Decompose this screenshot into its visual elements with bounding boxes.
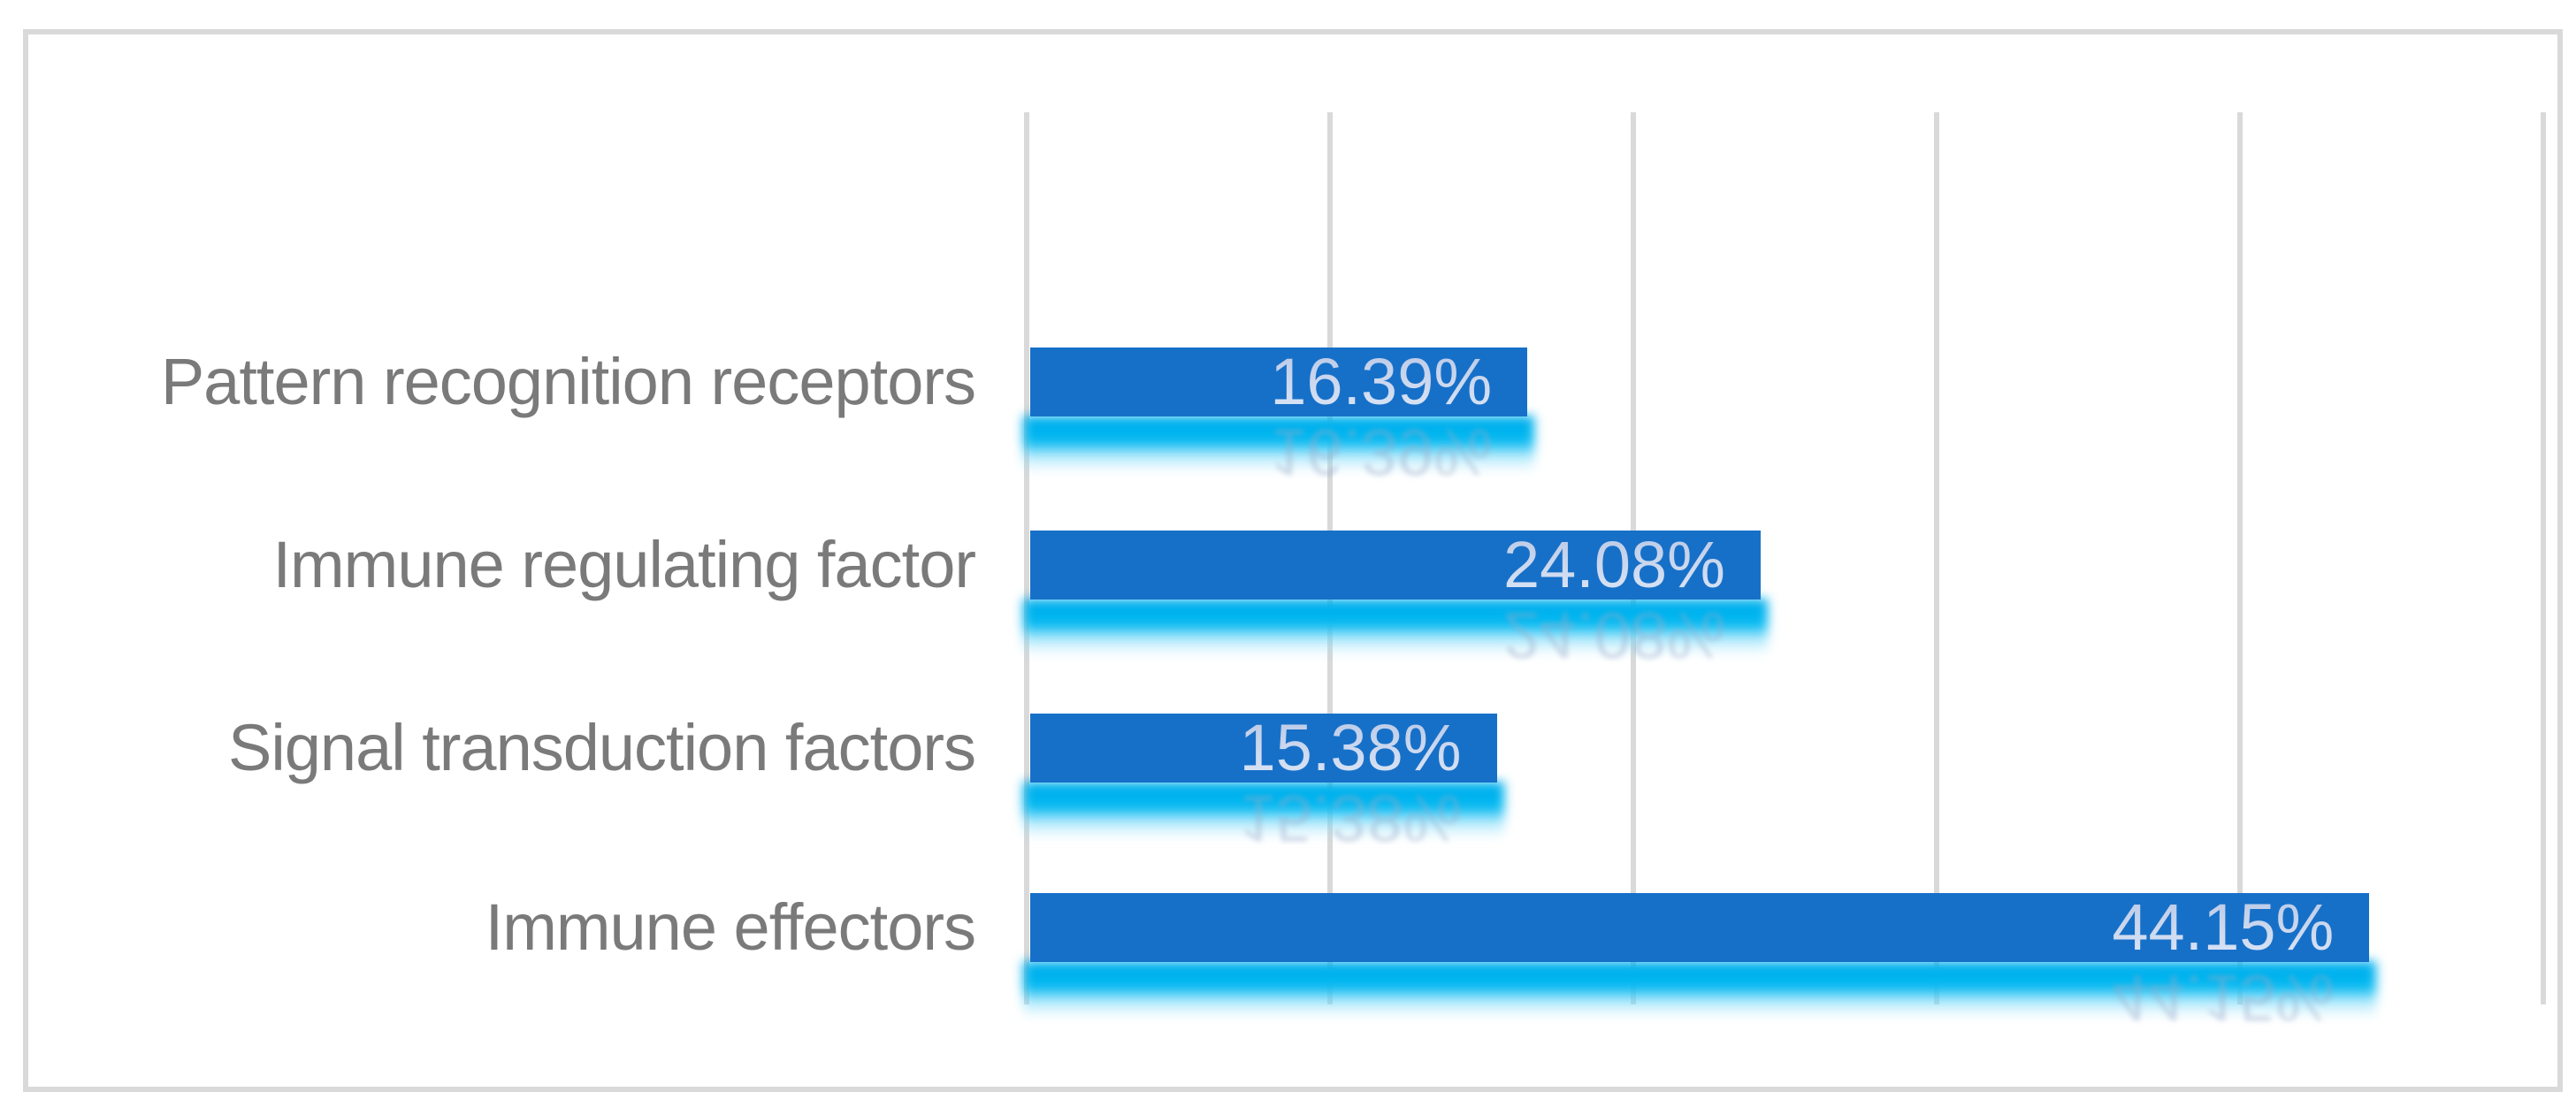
gridline bbox=[2541, 112, 2546, 1004]
category-label: Signal transduction factors bbox=[227, 711, 976, 784]
bar: 24.08% bbox=[1030, 531, 1761, 600]
bar-value-label: 44.15% bbox=[2112, 890, 2335, 964]
bar-reflection-mirrored-label: 16.39% bbox=[1270, 416, 1493, 490]
gridline bbox=[1934, 112, 1939, 1004]
bar-reflection-glow bbox=[1023, 599, 1768, 668]
bar-reflection-glow bbox=[1023, 782, 1504, 851]
chart-frame: 16.39% 16.39% 24.08% 24.08% 15.38% 15.38% 44.1… bbox=[23, 29, 2563, 1092]
bar: 15.38% bbox=[1030, 714, 1497, 783]
bar-reflection-mirrored-label: 44.15% bbox=[2112, 961, 2335, 1035]
bar-value-label: 24.08% bbox=[1502, 528, 1725, 601]
category-label: Immune effectors bbox=[485, 890, 976, 964]
bar-value-label: 16.39% bbox=[1270, 345, 1493, 418]
bar-reflection-glow bbox=[1023, 961, 2377, 1030]
bar: 44.15% bbox=[1030, 890, 2370, 964]
gridline bbox=[2237, 112, 2243, 1004]
bar-reflection-mirrored-label: 15.38% bbox=[1239, 782, 1462, 856]
value-axis-line bbox=[1024, 112, 1029, 1004]
bar: 16.39% bbox=[1030, 345, 1528, 418]
bar-reflection-glow bbox=[1023, 416, 1535, 485]
bar-value-label: 15.38% bbox=[1239, 711, 1462, 784]
category-label: Pattern recognition receptors bbox=[160, 345, 976, 418]
plot-area: 16.39% 16.39% 24.08% 24.08% 15.38% 15.38% 44.1… bbox=[1023, 112, 2546, 1035]
category-label: Immune regulating factor bbox=[272, 528, 976, 601]
bar-reflection-mirrored-label: 24.08% bbox=[1502, 599, 1725, 673]
